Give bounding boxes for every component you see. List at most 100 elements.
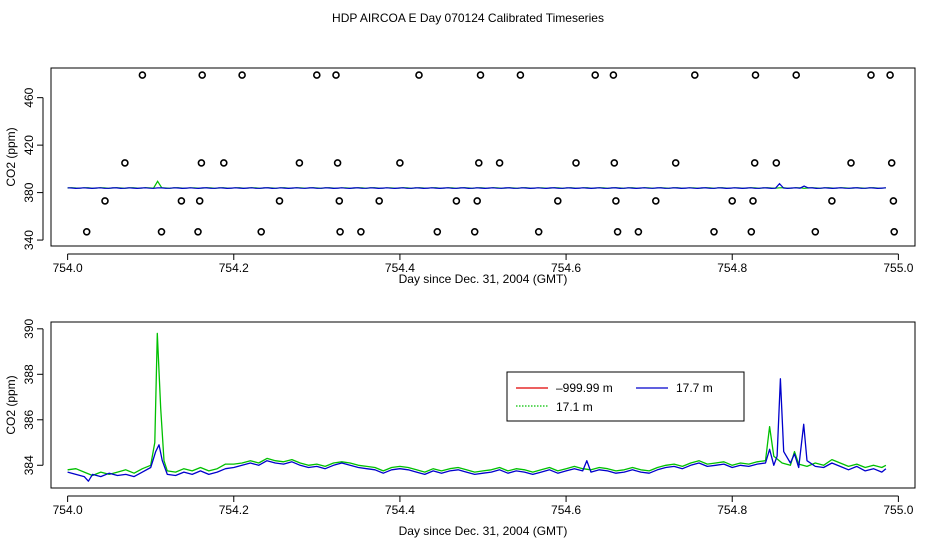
legend: –999.99 m 17.7 m 17.1 m: [506, 371, 745, 422]
scatter-point: [375, 197, 384, 205]
scatter-point: [138, 71, 147, 79]
top-y-axis-label: CO2 (ppm): [4, 127, 18, 186]
scatter-point: [197, 159, 206, 167]
scatter-point: [433, 228, 442, 236]
scatter-point: [257, 228, 266, 236]
x-tick-label: 755.0: [883, 261, 913, 275]
scatter-point: [772, 159, 781, 167]
scatter-point: [671, 159, 680, 167]
scatter-point: [886, 71, 894, 79]
x-tick-label: 755.0: [883, 503, 913, 517]
legend-label-1: –999.99 m: [556, 381, 613, 395]
x-tick-label: 754.4: [385, 261, 415, 275]
top-y-axis: 340 380 420 460: [22, 87, 44, 250]
scatter-point: [470, 228, 479, 236]
top-x-axis-label: Day since Dec. 31, 2004 (GMT): [399, 272, 568, 286]
scatter-point: [415, 71, 423, 79]
scatter-point: [516, 71, 525, 79]
series-line: [67, 378, 887, 482]
scatter-point: [452, 197, 461, 205]
y-tick-label: 340: [22, 230, 36, 250]
scatter-point: [792, 71, 801, 79]
scatter-point: [751, 71, 760, 79]
scatter-point: [275, 197, 284, 205]
top-panel: 754.0 754.2 754.4 754.6 754.8 755.0 340 380 420…: [4, 67, 916, 286]
scatter-point: [157, 228, 166, 236]
y-tick-label: 388: [22, 364, 36, 384]
scatter-point: [220, 159, 228, 167]
legend-label-3: 17.1 m: [556, 400, 593, 414]
top-series-lines: [67, 180, 886, 190]
bottom-y-axis: 384 386 388 390: [22, 318, 44, 475]
y-tick-label: 460: [22, 87, 36, 107]
bottom-panel: 754.0 754.2 754.4 754.6 754.8 755.0 384 386 388…: [4, 318, 916, 538]
scatter-point: [396, 159, 404, 167]
legend-label-2: 17.7 m: [676, 381, 713, 395]
scatter-point: [609, 71, 618, 79]
x-tick-label: 754.8: [717, 503, 747, 517]
x-tick-label: 754.6: [551, 503, 581, 517]
scatter-point: [295, 159, 304, 167]
scatter-point: [194, 228, 202, 236]
scatter-point: [101, 197, 109, 205]
scatter-point: [572, 159, 580, 167]
top-plot-frame: [50, 67, 916, 247]
scatter-point: [887, 159, 896, 167]
scatter-point: [474, 159, 483, 167]
top-scatter-points: [82, 71, 899, 236]
scatter-point: [534, 228, 543, 236]
scatter-point: [336, 228, 344, 236]
figure-title: HDP AIRCOA E Day 070124 Calibrated Times…: [332, 11, 604, 25]
x-tick-label: 754.8: [717, 261, 747, 275]
series-line: [67, 332, 887, 477]
scatter-point: [811, 228, 820, 236]
scatter-point: [553, 197, 562, 205]
scatter-point: [612, 197, 620, 205]
x-tick-label: 754.2: [219, 503, 249, 517]
scatter-point: [749, 197, 757, 205]
scatter-point: [121, 159, 129, 167]
scatter-point: [728, 197, 737, 205]
y-tick-label: 384: [22, 455, 36, 475]
scatter-point: [747, 228, 756, 236]
scatter-point: [333, 159, 342, 167]
scatter-point: [473, 197, 482, 205]
y-tick-label: 386: [22, 409, 36, 429]
scatter-point: [690, 71, 699, 79]
scatter-point: [495, 159, 504, 167]
scatter-point: [476, 71, 485, 79]
scatter-point: [847, 159, 855, 167]
scatter-point: [177, 197, 186, 205]
series-line: [67, 182, 886, 190]
x-tick-label: 754.4: [385, 503, 415, 517]
bottom-plot-frame: [50, 321, 916, 489]
scatter-point: [867, 71, 875, 79]
bottom-series-lines: [67, 332, 887, 482]
bottom-y-axis-label: CO2 (ppm): [4, 375, 18, 434]
legend-box: [506, 371, 745, 422]
y-tick-label: 420: [22, 135, 36, 155]
scatter-point: [889, 197, 898, 205]
scatter-point: [613, 228, 622, 236]
scatter-point: [610, 159, 619, 167]
bottom-x-axis-label: Day since Dec. 31, 2004 (GMT): [399, 524, 568, 538]
x-tick-label: 754.2: [219, 261, 249, 275]
scatter-point: [82, 228, 91, 236]
y-tick-label: 380: [22, 182, 36, 202]
scatter-point: [890, 228, 899, 236]
scatter-point: [634, 228, 643, 236]
scatter-point: [332, 71, 340, 79]
y-tick-label: 390: [22, 318, 36, 338]
x-tick-label: 754.6: [551, 261, 581, 275]
x-tick-label: 754.0: [53, 261, 83, 275]
scatter-point: [198, 71, 206, 79]
scatter-point: [651, 197, 660, 205]
scatter-point: [828, 197, 836, 205]
scatter-point: [357, 228, 365, 236]
scatter-point: [750, 159, 759, 167]
scatter-point: [335, 197, 344, 205]
scatter-point: [312, 71, 321, 79]
bottom-x-axis: 754.0 754.2 754.4 754.6 754.8 755.0: [53, 495, 914, 517]
scatter-point: [238, 71, 246, 79]
